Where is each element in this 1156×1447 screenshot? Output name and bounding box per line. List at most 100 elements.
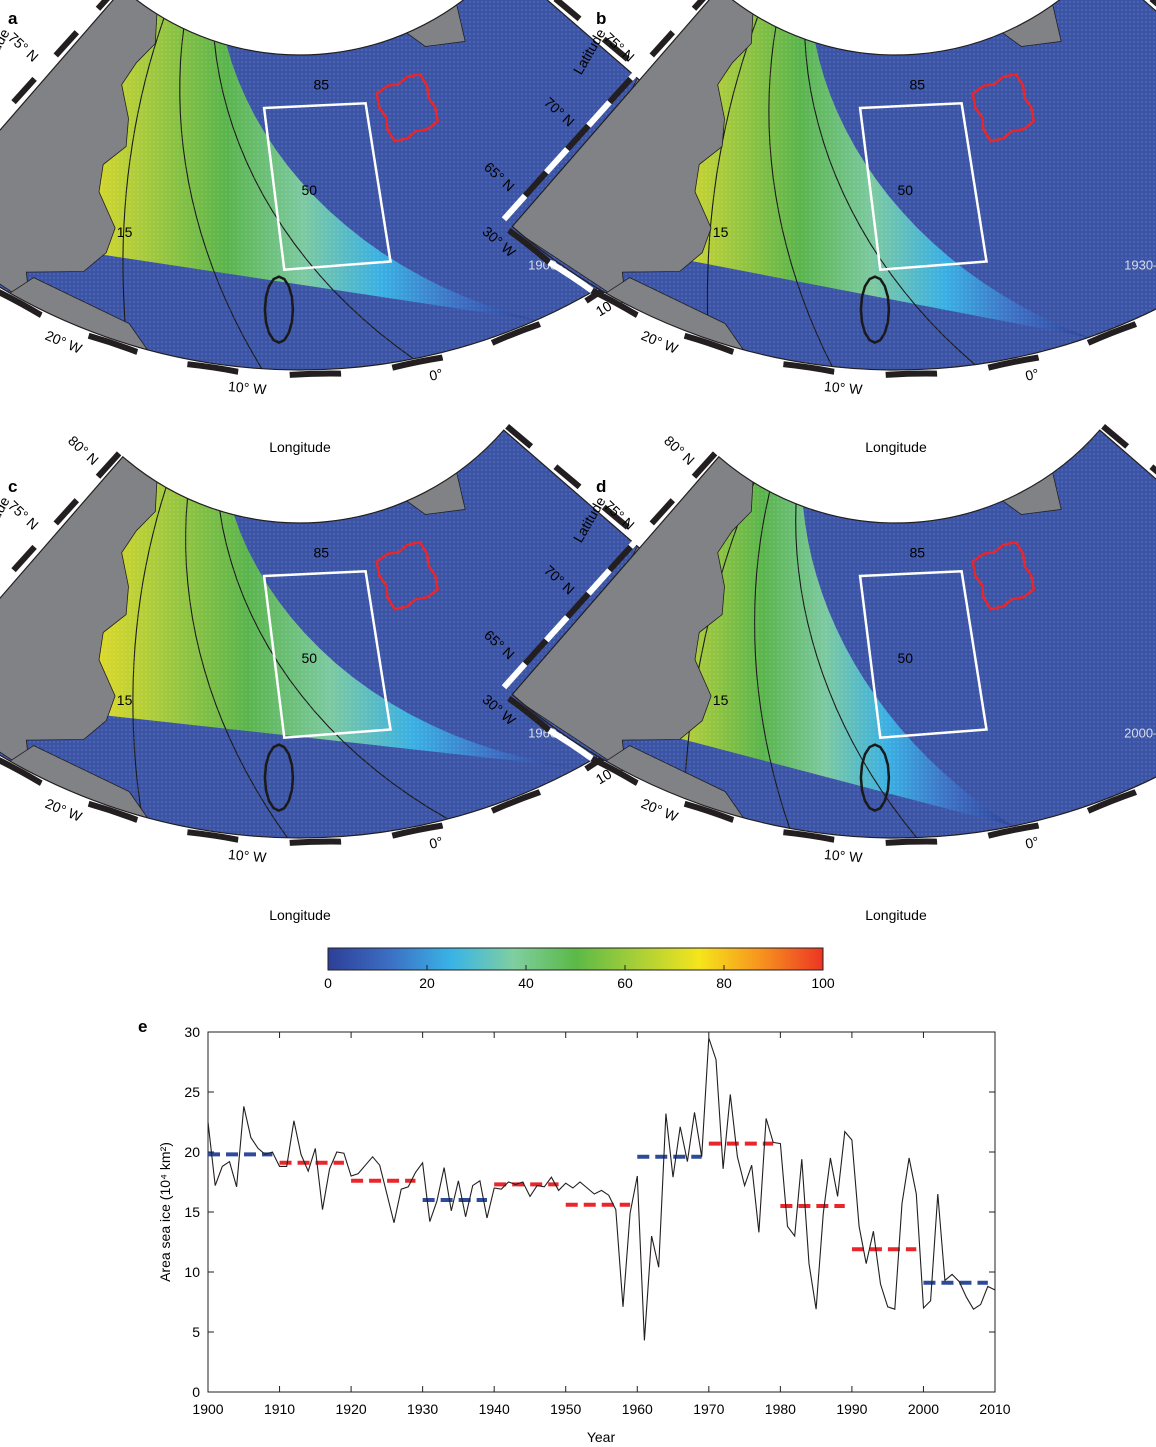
red-region <box>971 72 1036 143</box>
frame-tick <box>11 76 37 105</box>
decadal-means <box>208 1141 988 1285</box>
sea-ice-series <box>207 1037 996 1341</box>
frame-tick <box>670 6 697 35</box>
colorbar-tick-label: 100 <box>811 975 835 991</box>
panel-label-e: e <box>138 1017 147 1036</box>
frame-tick <box>187 361 239 375</box>
black-region <box>263 743 295 812</box>
longitude-tick-label: 10° W <box>823 378 863 397</box>
colorbar-tick-label: 0 <box>324 975 332 991</box>
panel-label-b: b <box>596 9 606 28</box>
frame-tick <box>538 766 588 795</box>
contour-label: 50 <box>898 650 914 666</box>
frame-tick <box>40 780 90 807</box>
frame-tick <box>553 464 582 490</box>
frame-tick <box>1086 321 1137 346</box>
red-region <box>375 72 440 143</box>
panel-label-c: c <box>8 477 17 496</box>
x-tick-label: 1960 <box>622 1401 653 1417</box>
frame-tick <box>0 289 43 318</box>
longitude-tick-label: 0° <box>428 365 445 384</box>
y-tick-label: 10 <box>184 1264 200 1280</box>
contour-label: 15 <box>117 224 133 240</box>
y-tick-label: 0 <box>192 1384 200 1400</box>
frame-tick <box>691 0 706 11</box>
frame-tick <box>732 349 785 368</box>
frame-tick <box>490 789 541 814</box>
frame-tick <box>95 0 110 11</box>
frame-tick <box>1134 310 1156 327</box>
frame-tick <box>441 339 493 361</box>
study-box <box>858 101 988 272</box>
frame-tick <box>136 817 189 836</box>
frame-tick <box>505 424 534 449</box>
panel-label-a: a <box>8 9 18 28</box>
x-tick-label: 1920 <box>336 1401 367 1417</box>
frame-tick <box>590 288 639 318</box>
frame-tick <box>0 568 16 590</box>
colorbar-tick-label: 80 <box>716 975 732 991</box>
frame-tick <box>529 444 558 470</box>
contour-label: 85 <box>314 76 330 92</box>
frame-tick <box>40 312 90 339</box>
frame-tick <box>501 193 528 222</box>
latitude-axis-label: Latitude <box>0 494 13 545</box>
study-box <box>858 569 988 740</box>
frame-tick <box>507 695 552 733</box>
colorbar-tick-label: 40 <box>518 975 534 991</box>
frame-tick <box>590 756 639 786</box>
frame-tick <box>1149 0 1156 7</box>
frame-tick <box>547 727 594 762</box>
map-frame <box>511 0 1156 371</box>
frame-tick <box>553 0 582 22</box>
longitude-axis-label: Longitude <box>269 439 331 455</box>
frame-tick <box>936 832 989 845</box>
frame-tick <box>1149 464 1156 475</box>
contour-label: 50 <box>302 650 318 666</box>
frame-tick <box>538 298 588 327</box>
frame-tick <box>391 822 444 839</box>
map-area-b <box>512 0 1156 370</box>
frame-tick <box>649 498 676 526</box>
frame-tick <box>636 312 686 339</box>
contour-label: 85 <box>910 76 926 92</box>
contour-label: 15 <box>713 692 729 708</box>
frame-tick <box>522 170 549 198</box>
frame-tick <box>783 829 835 843</box>
contour-label: 85 <box>314 544 330 560</box>
frame-tick <box>543 615 570 643</box>
frame-tick <box>683 800 735 823</box>
frame-tick <box>136 349 189 368</box>
contour-label: 50 <box>302 182 318 198</box>
frame-tick <box>238 836 291 846</box>
sea-ice-line <box>207 1037 996 1341</box>
frame-tick <box>53 498 80 526</box>
frame-tick <box>586 100 612 128</box>
frame-tick <box>340 832 393 845</box>
study-box <box>262 101 392 272</box>
frame-tick <box>628 53 654 81</box>
frame-tick <box>565 591 591 620</box>
frame-tick <box>1101 424 1130 449</box>
black-region <box>859 275 891 344</box>
frame-tick <box>834 368 887 378</box>
frame-tick <box>1037 339 1089 361</box>
black-region <box>263 275 295 344</box>
frame-tick <box>87 332 139 355</box>
frame-tick <box>0 100 16 122</box>
frame-tick <box>74 6 101 35</box>
longitude-tick-label: 10° W <box>227 378 267 397</box>
frame-tick <box>885 370 938 378</box>
frame-tick <box>391 354 444 371</box>
colorbar-gradient <box>327 947 824 971</box>
frame-tick <box>95 451 122 479</box>
colorbar: 0 20 40 60 80 100 <box>324 947 835 991</box>
frame-tick <box>501 661 528 690</box>
contour-label: 15 <box>117 692 133 708</box>
longitude-tick-label: 0° <box>1024 833 1041 852</box>
red-region <box>375 540 440 611</box>
period-label: 1930–1939 <box>1124 257 1156 272</box>
frame-tick <box>0 757 43 786</box>
latitude-axis-label: Latitude <box>0 26 13 77</box>
